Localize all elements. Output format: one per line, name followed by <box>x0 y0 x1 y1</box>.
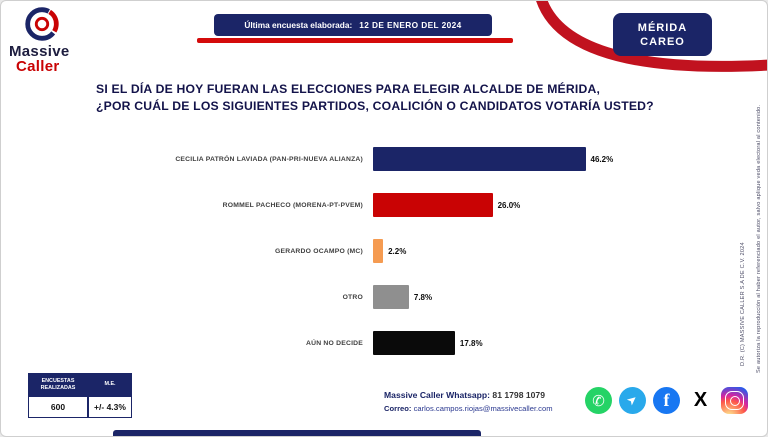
value-label: 7.8% <box>413 292 433 302</box>
survey-date-value: 12 DE ENERO DEL 2024 <box>359 20 462 30</box>
email-label: Correo: <box>384 404 412 413</box>
sample-stats-table: ENCUESTAS REALIZADAS M.E. 600 +/- 4.3% <box>28 373 132 418</box>
question-line2: ¿POR CUÁL DE LOS SIGUIENTES PARTIDOS, CO… <box>96 99 654 113</box>
banner-red-underline <box>197 38 513 43</box>
social-icons: ✆ ➤ f X <box>585 387 748 414</box>
contact-block: Massive Caller Whatsapp: 81 1798 1079 Co… <box>384 390 553 413</box>
facebook-glyph: f <box>663 390 670 410</box>
red-swoosh-decoration <box>536 1 767 72</box>
stats-value-surveys: 600 <box>28 396 88 418</box>
stats-header-surveys: ENCUESTAS REALIZADAS <box>28 373 88 396</box>
reproduction-notice: Se autoriza la reproducción al haber ref… <box>756 104 762 373</box>
brand-name-line2: Caller <box>16 58 60 75</box>
chart-row: GERARDO OCAMPO (MC) 2.2% <box>101 239 726 263</box>
chart-row: ROMMEL PACHECO (MORENA-PT-PVEM) 26.0% <box>101 193 726 217</box>
bar-4 <box>373 331 455 355</box>
logo-swirl-icon <box>25 7 59 41</box>
question-line1: SI EL DÍA DE HOY FUERAN LAS ELECCIONES P… <box>96 82 601 96</box>
whatsapp-icon[interactable]: ✆ <box>585 387 612 414</box>
bar-3 <box>373 285 409 309</box>
x-twitter-icon[interactable]: X <box>687 387 714 414</box>
x-glyph: X <box>693 389 708 411</box>
survey-date-label: Última encuesta elaborada: <box>244 20 353 30</box>
stats-header-me: M.E. <box>88 373 132 396</box>
value-label: 2.2% <box>388 246 407 256</box>
candidate-label: ROMMEL PACHECO (MORENA-PT-PVEM) <box>222 201 363 209</box>
merida-careo-badge: MÉRIDA CAREO <box>613 13 712 56</box>
whatsapp-line: Massive Caller Whatsapp: 81 1798 1079 <box>384 390 553 400</box>
candidate-label: OTRO <box>342 293 363 301</box>
bar-2 <box>373 239 384 263</box>
poll-question-title: SI EL DÍA DE HOY FUERAN LAS ELECCIONES P… <box>96 81 746 115</box>
chart-row: AÚN NO DECIDE 17.8% <box>101 331 726 355</box>
email-address[interactable]: carlos.campos.riojas@massivecaller.com <box>413 404 553 413</box>
whatsapp-number: 81 1798 1079 <box>492 390 545 400</box>
value-label: 26.0% <box>497 200 521 210</box>
survey-date-banner: Última encuesta elaborada: 12 DE ENERO D… <box>214 14 492 36</box>
copyright-notice: D.R. (C) MASSIVE CALLER S.A DE C.V. 2024 <box>740 242 746 366</box>
telegram-icon[interactable]: ➤ <box>619 387 646 414</box>
candidate-label: GERARDO OCAMPO (MC) <box>274 247 363 255</box>
massive-caller-logo: Massive Caller <box>9 3 105 75</box>
stats-value-me: +/- 4.3% <box>88 396 132 418</box>
telegram-glyph: ➤ <box>624 390 641 409</box>
bar-0 <box>373 147 586 171</box>
badge-type: CAREO <box>640 35 685 48</box>
brand-name-line1: Massive <box>9 43 70 60</box>
whatsapp-glyph: ✆ <box>592 392 605 410</box>
value-label: 46.2% <box>590 154 614 164</box>
facebook-icon[interactable]: f <box>653 387 680 414</box>
chart-row: CECILIA PATRÓN LAVIADA (PAN-PRI-NUEVA AL… <box>101 147 726 171</box>
candidate-label: AÚN NO DECIDE <box>306 339 363 347</box>
poll-bar-chart: CECILIA PATRÓN LAVIADA (PAN-PRI-NUEVA AL… <box>101 147 726 377</box>
badge-city: MÉRIDA <box>637 21 688 34</box>
chart-row: OTRO 7.8% <box>101 285 726 309</box>
whatsapp-label: Massive Caller Whatsapp: <box>384 390 491 400</box>
instagram-icon[interactable] <box>721 387 748 414</box>
email-line: Correo: carlos.campos.riojas@massivecall… <box>384 404 553 413</box>
bottom-navy-strip <box>113 430 481 436</box>
candidate-label: CECILIA PATRÓN LAVIADA (PAN-PRI-NUEVA AL… <box>175 155 363 163</box>
value-label: 17.8% <box>459 338 483 348</box>
bar-1 <box>373 193 493 217</box>
